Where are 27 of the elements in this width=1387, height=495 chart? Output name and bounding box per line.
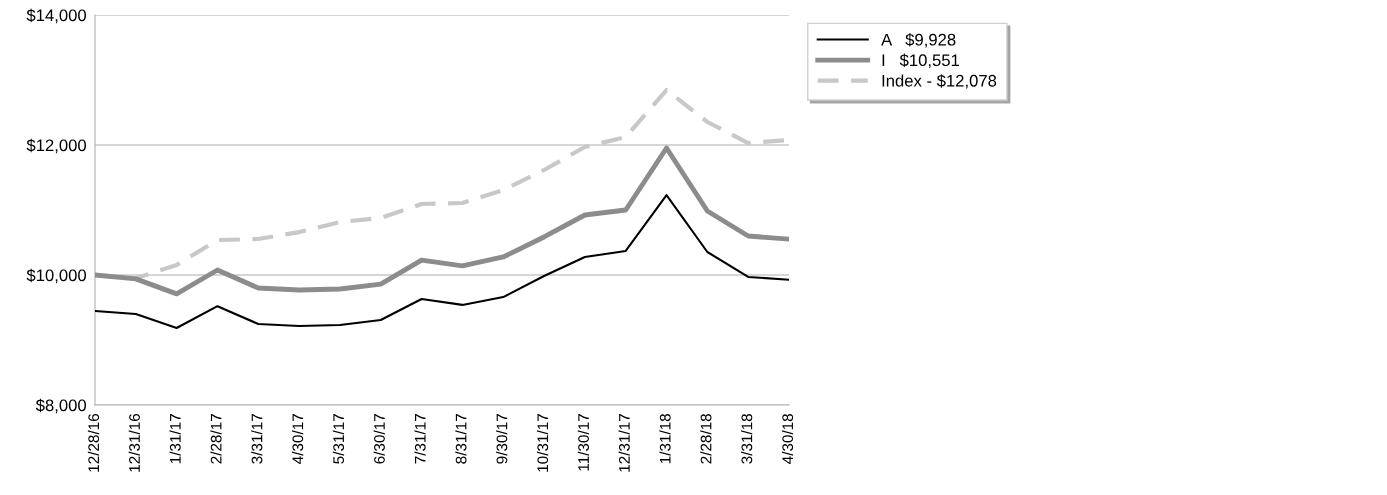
y-tick-label: $14,000: [26, 8, 87, 24]
line-series: [95, 194, 789, 330]
x-tick-label: 2/28/18: [700, 413, 712, 464]
x-tick-label: 11/30/17: [577, 414, 589, 471]
legend-label: I $10,551: [882, 53, 960, 69]
x-tick-label: 5/31/17: [332, 414, 345, 464]
y-tick-label: $8,000: [35, 398, 87, 414]
x-tick-label: 8/31/17: [455, 414, 467, 464]
x-tick-label: 4/30/17: [292, 414, 304, 464]
x-tick-label: 6/30/17: [373, 414, 385, 464]
legend-label: A $9,928: [881, 33, 956, 48]
x-tick-label: 12/31/17: [618, 414, 630, 472]
x-tick-label: 1/31/17: [169, 414, 181, 464]
x-tick-label: 2/28/17: [210, 414, 222, 464]
x-tick-label: 7/31/17: [414, 414, 426, 464]
x-tick-label: 1/31/18: [659, 413, 671, 464]
y-tick-label: $12,000: [26, 138, 87, 154]
x-tick-label: 3/31/18: [741, 413, 753, 464]
x-tick-label: 3/31/17: [251, 414, 263, 464]
line-series: [95, 145, 789, 297]
x-tick-label: 12/28/16: [87, 414, 100, 472]
x-tick-label: 12/31/16: [128, 414, 140, 472]
x-tick-label: 9/30/17: [496, 414, 508, 464]
y-tick-label: $10,000: [26, 268, 87, 284]
x-tick-label: 10/31/17: [536, 414, 549, 472]
x-tick-label: 4/30/18: [781, 413, 794, 464]
legend-label: Index - $12,078: [882, 74, 997, 89]
